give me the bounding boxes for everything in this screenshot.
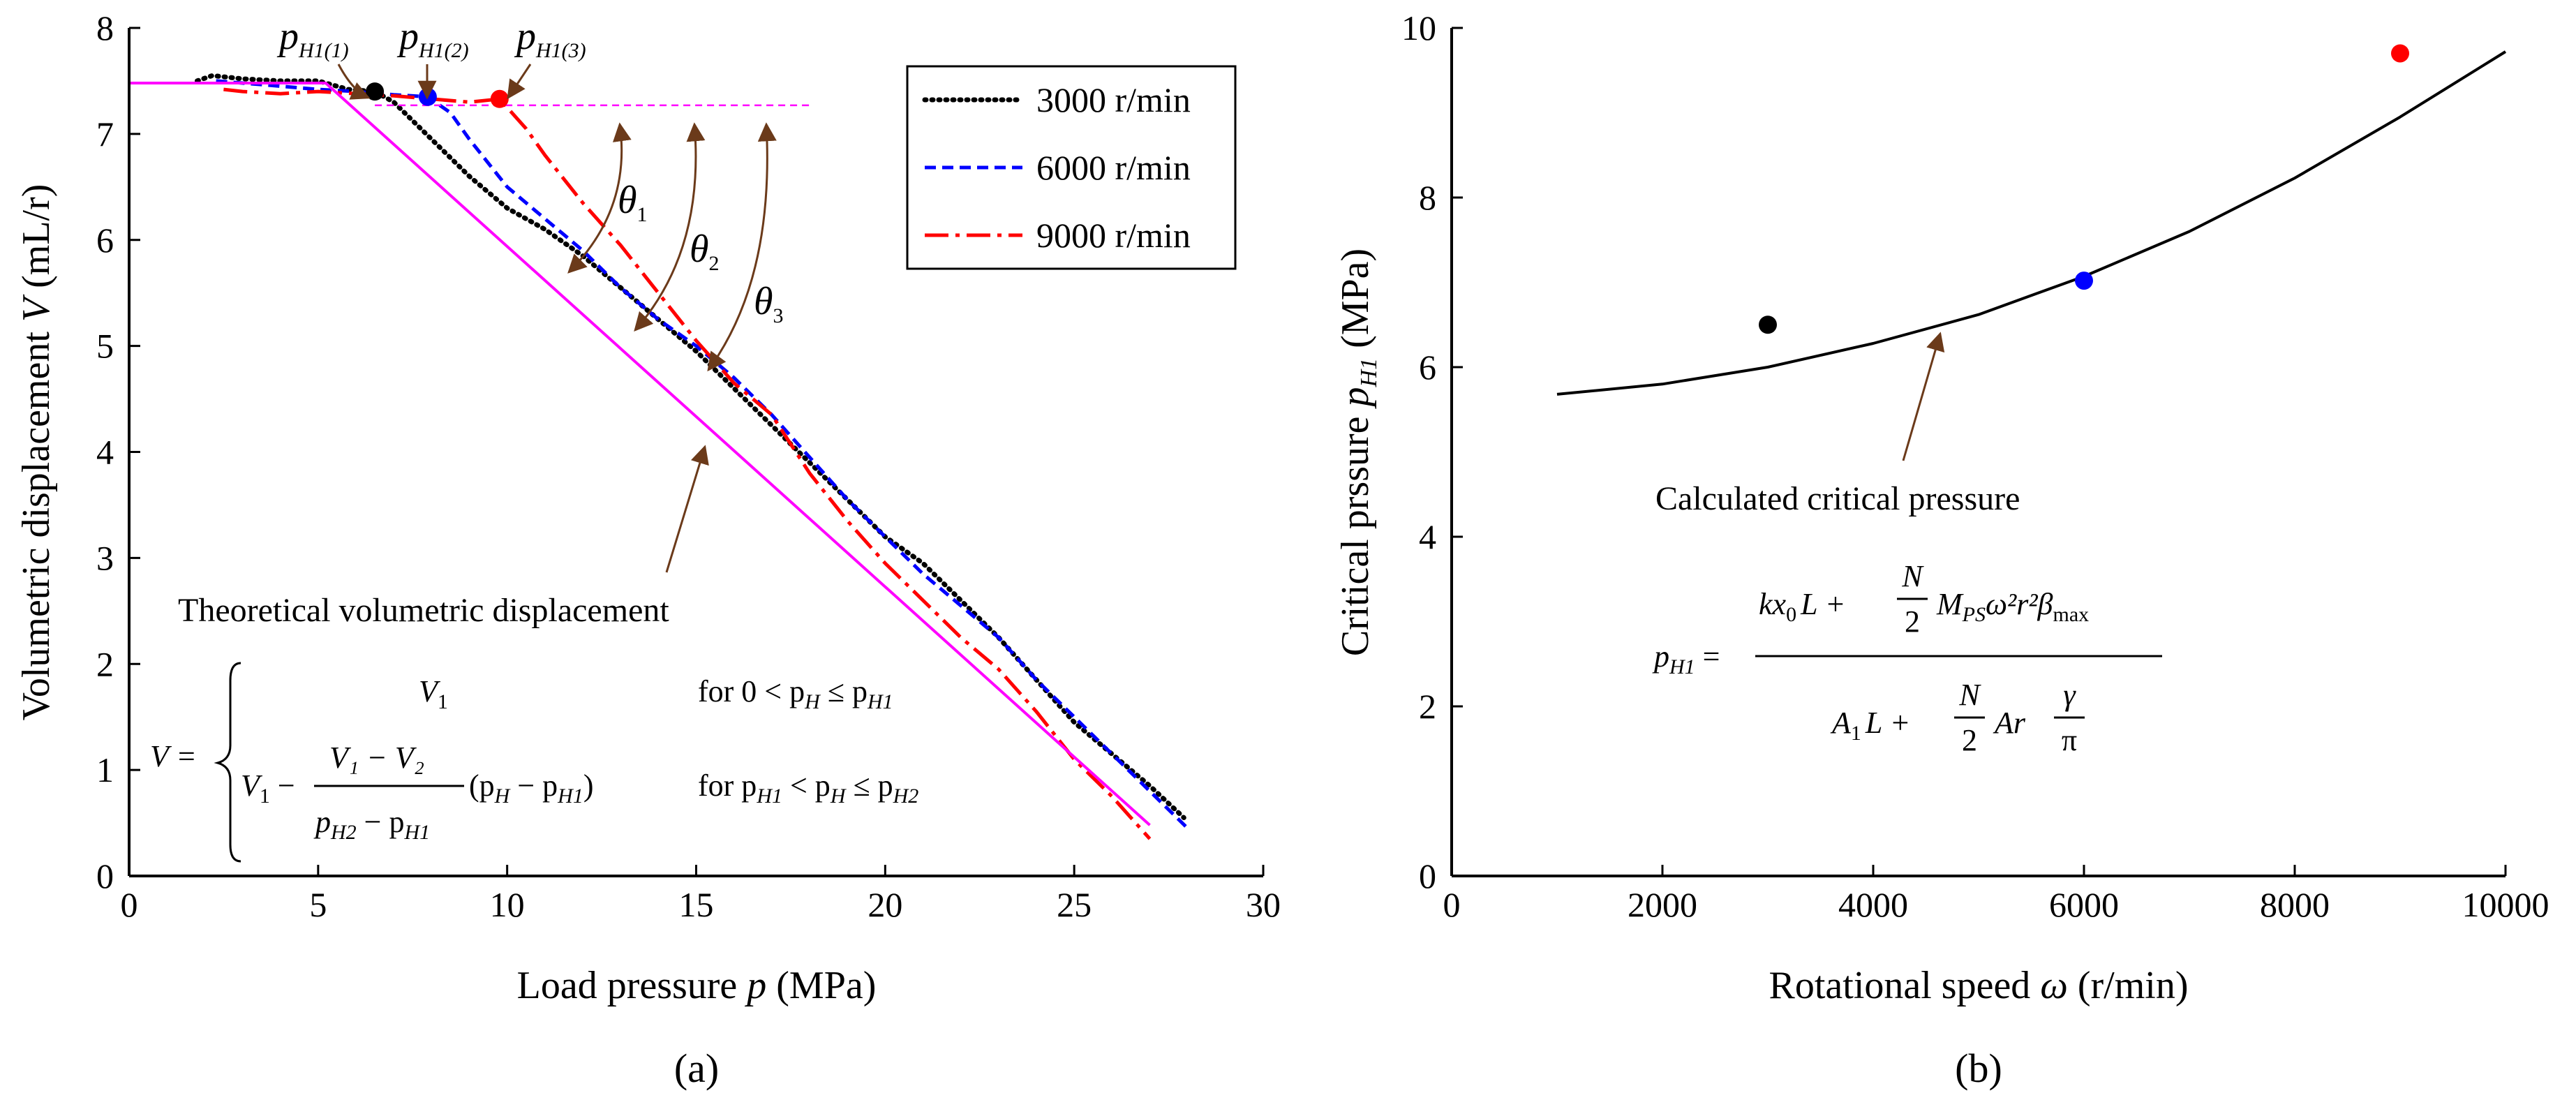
theoretical-arrow (665, 445, 709, 573)
chart-b-point-1 (1759, 315, 1777, 334)
chart-b-y-tick-label: 6 (1419, 348, 1436, 387)
chart-a-y-ticks: 0 1 2 3 4 5 6 7 8 (96, 8, 140, 896)
chart-b-y-label: Critical prssure pH1 (MPa) (1334, 248, 1382, 656)
chart-b-point-2 (2075, 272, 2093, 290)
legend-label-6000: 6000 r/min (1036, 148, 1191, 187)
chart-a-y-tick-label: 2 (96, 644, 114, 683)
formula-b-den-frac-top: N (1958, 678, 1981, 712)
chart-b-y-tick-label: 4 (1419, 517, 1436, 556)
chart-a-x-tick-label: 0 (121, 885, 138, 924)
chart-b-x-tick-label: 4000 (1838, 885, 1908, 924)
formula-b-den-frac2-bot: π (2062, 723, 2077, 757)
formula-b-lhs: pH1 = (1652, 639, 1720, 678)
theta-label-2: θ2 (690, 228, 720, 275)
case1-expr: V1 (419, 674, 448, 713)
chart-b-series (1556, 50, 2507, 396)
chart-a-ph1-labels: pH1(1) pH1(2) pH1(3) (276, 15, 586, 100)
chart-b-x-tick-label: 2000 (1628, 885, 1697, 924)
case2-cond: for pH1 < pH ≤ pH2 (698, 768, 918, 808)
legend-label-3000: 3000 r/min (1036, 80, 1191, 119)
chart-a-point-3 (490, 89, 509, 108)
formula-b-den-frac-bot: 2 (1962, 723, 1977, 757)
chart-a-markers (366, 82, 509, 108)
theta-label-1: θ1 (618, 179, 648, 226)
curve-label: Calculated critical pressure (1655, 480, 2020, 517)
critical-pressure-formula: pH1 = kx0 L + N 2 MPSω²r²βmax A1 L + N 2 A… (1652, 559, 2162, 757)
formula-b-num-a: kx0 L + (1759, 587, 1845, 626)
chart-a-legend: 3000 r/min 6000 r/min 9000 r/min (906, 65, 1237, 270)
formula-b-den-frac2-top: γ (2063, 678, 2076, 712)
formula-b-num-frac-top: N (1901, 559, 1924, 593)
chart-a-y-tick-label: 1 (96, 750, 114, 789)
chart-b-y-tick-label: 8 (1419, 178, 1436, 217)
chart-b-x-tick-label: 0 (1443, 885, 1461, 924)
chart-a-point-1 (366, 82, 385, 101)
chart-a-x-label: Load pressure p (MPa) (517, 964, 877, 1007)
theoretical-label: Theoretical volumetric displacement (178, 592, 669, 629)
curve-arrow (1902, 332, 1945, 461)
chart-b: 0 2000 4000 6000 8000 10000 0 2 4 6 8 10 Rotationa… (1334, 8, 2549, 1091)
chart-a-theta-arcs: θ1 θ2 θ3 (567, 122, 784, 372)
chart-a-y-tick-label: 5 (96, 327, 114, 366)
piecewise-formula: V = V1 for 0 < pH ≤ pH1 V1 − V₁ − V₂ pH2… (150, 662, 918, 863)
chart-b-y-tick-label: 2 (1419, 687, 1436, 726)
chart-b-x-label: Rotational speed ω (r/min) (1769, 964, 2189, 1007)
chart-a-y-tick-label: 4 (96, 433, 114, 472)
case2-den: pH2 − pH1 (313, 805, 430, 844)
chart-a: 0 5 10 15 20 25 30 0 1 2 3 4 5 6 7 8 Load pressure p (… (15, 8, 1281, 1091)
ph1-label-2: pH1(2) (396, 15, 469, 62)
chart-a-y-tick-label: 0 (96, 856, 114, 896)
chart-b-y-ticks: 0 2 4 6 8 10 (1401, 8, 1463, 896)
chart-b-x-tick-label: 6000 (2049, 885, 2119, 924)
chart-a-x-tick-label: 10 (490, 885, 525, 924)
formula-b-den-a: A1 L + (1830, 706, 1910, 745)
formula-b-den-c: Ar (1993, 706, 2026, 740)
chart-b-series-calculated-critical-pressure (1556, 50, 2507, 396)
chart-a-y-tick-label: 8 (96, 8, 114, 47)
chart-a-x-tick-label: 5 (309, 885, 327, 924)
ph1-label-1: pH1(1) (276, 15, 349, 62)
case1-cond: for 0 < pH ≤ pH1 (698, 674, 893, 713)
chart-a-x-ticks: 0 5 10 15 20 25 30 (121, 865, 1281, 924)
case2-lead: V1 − (241, 768, 295, 808)
chart-a-y-tick-label: 7 (96, 114, 114, 154)
chart-a-y-tick-label: 3 (96, 538, 114, 577)
ph1-label-3: pH1(3) (514, 15, 586, 62)
chart-b-y-tick-label: 0 (1419, 856, 1436, 896)
chart-a-x-tick-label: 30 (1246, 885, 1281, 924)
formula-b-num-frac-bot: 2 (1905, 604, 1920, 639)
chart-b-panel-label: (b) (1955, 1046, 2002, 1091)
case2-num: V₁ − V₂ (329, 741, 424, 775)
chart-a-y-label: Volumetric displacement V (mL/r) (15, 184, 58, 721)
chart-b-x-ticks: 0 2000 4000 6000 8000 10000 (1443, 865, 2549, 924)
chart-a-x-tick-label: 15 (679, 885, 714, 924)
chart-a-panel-label: (a) (674, 1046, 719, 1091)
formula-lhs: V = (150, 739, 197, 773)
theta-arc-3 (707, 122, 777, 372)
theta-arc-1 (567, 122, 632, 274)
ph1-arrow-1 (337, 64, 371, 100)
chart-b-x-tick-label: 10000 (2462, 885, 2549, 924)
case2-tail: (pH − pH1) (469, 768, 593, 808)
legend-label-9000: 9000 r/min (1036, 216, 1191, 255)
chart-b-point-3 (2391, 44, 2409, 63)
theta-arc-2 (634, 122, 706, 332)
formula-b-num-c: MPSω²r²βmax (1936, 587, 2089, 626)
formula-brace (214, 662, 241, 863)
chart-b-y-tick-label: 10 (1401, 8, 1436, 47)
ph1-arrow-3 (507, 64, 532, 100)
chart-a-y-tick-label: 6 (96, 221, 114, 260)
theta-label-3: θ3 (754, 280, 784, 327)
chart-a-x-tick-label: 25 (1057, 885, 1092, 924)
chart-a-series-theoretical-volumetric-displacement (129, 82, 1151, 826)
chart-b-points (1759, 44, 2409, 334)
chart-a-x-tick-label: 20 (868, 885, 902, 924)
chart-b-x-tick-label: 8000 (2260, 885, 2330, 924)
